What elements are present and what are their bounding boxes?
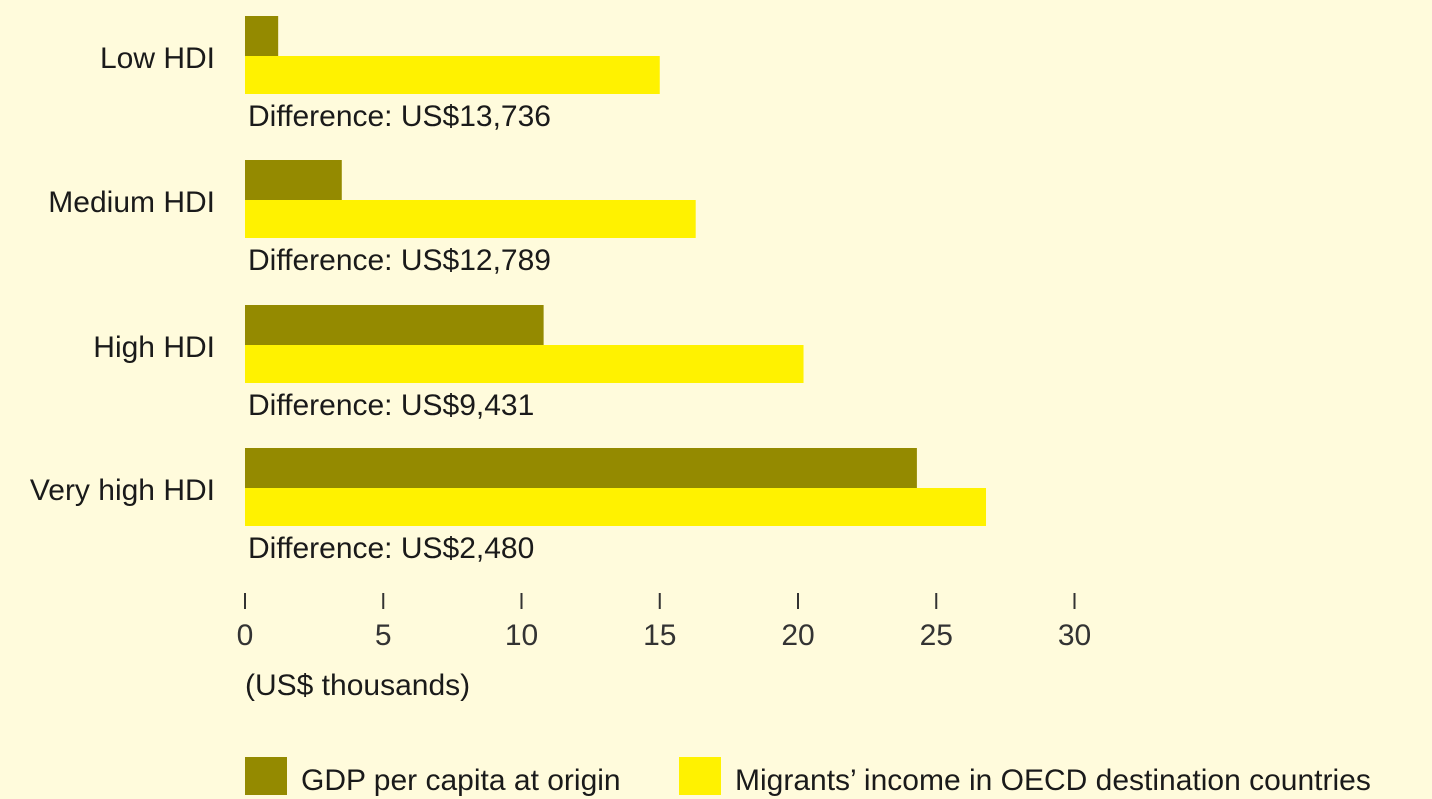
x-tick-label-20: 20 [781,619,814,652]
legend-swatch-gdp-origin [245,757,287,795]
bar-gdp-origin-very-high-hdi [245,448,917,488]
x-tick-label-0: 0 [237,619,254,652]
x-tick-label-30: 30 [1058,619,1091,652]
difference-label-medium-hdi: Difference: US$12,789 [248,244,551,277]
bar-migrant-income-high-hdi [245,345,804,383]
bar-migrant-income-low-hdi [245,56,660,94]
legend-swatch-migrant-income [679,757,721,795]
x-axis-unit-label: (US$ thousands) [245,669,470,702]
legend-label-gdp-origin: GDP per capita at origin [301,764,621,797]
x-tick-label-25: 25 [920,619,953,652]
bar-migrant-income-very-high-hdi [245,488,987,526]
category-label-high-hdi: High HDI [93,331,215,364]
bar-gdp-origin-low-hdi [245,16,279,56]
x-tick-label-5: 5 [375,619,392,652]
legend-label-migrant-income: Migrants’ income in OECD destination cou… [735,764,1371,797]
difference-label-low-hdi: Difference: US$13,736 [248,100,551,133]
x-tick-label-10: 10 [505,619,538,652]
category-label-medium-hdi: Medium HDI [48,186,215,219]
category-label-very-high-hdi: Very high HDI [30,474,215,507]
difference-label-very-high-hdi: Difference: US$2,480 [248,532,534,565]
bar-migrant-income-medium-hdi [245,200,696,238]
x-tick-label-15: 15 [643,619,676,652]
bar-gdp-origin-high-hdi [245,305,544,345]
category-label-low-hdi: Low HDI [100,42,215,75]
difference-label-high-hdi: Difference: US$9,431 [248,389,534,422]
bar-gdp-origin-medium-hdi [245,160,342,200]
